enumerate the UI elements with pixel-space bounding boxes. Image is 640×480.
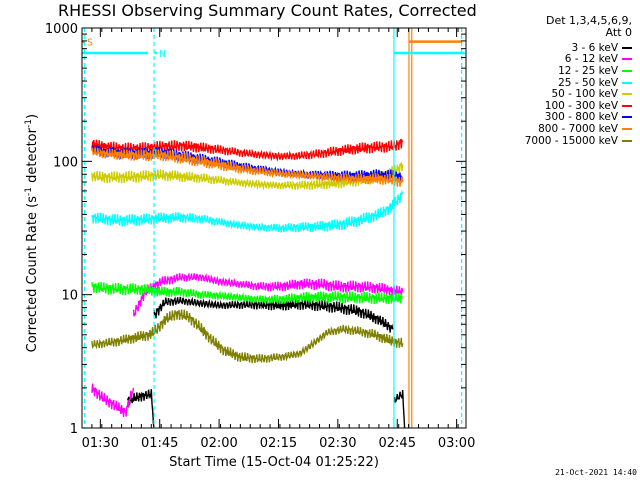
- y-axis-label-sup-2: -1: [23, 119, 34, 129]
- x-tick-label-2: 02:00: [200, 436, 237, 451]
- x-tick-label-4: 02:30: [319, 436, 356, 451]
- legend-label: 100 - 300 keV: [544, 99, 618, 112]
- series-line-0-2: [393, 389, 406, 429]
- legend-label: 12 - 25 keV: [558, 64, 618, 77]
- legend: 3 - 6 keV 6 - 12 keV 12 - 25 keV 25 - 50 ke…: [480, 42, 632, 147]
- x-tick-label-5: 02:45: [379, 436, 416, 451]
- y-axis-label-end: ): [25, 113, 41, 120]
- series-line-0-0: [126, 389, 155, 429]
- legend-item: 100 - 300 keV: [480, 100, 632, 112]
- legend-item: 800 - 7000 keV: [480, 123, 632, 135]
- legend-swatch: [622, 81, 632, 84]
- x-tick-label-3: 02:15: [260, 436, 297, 451]
- legend-item: 50 - 100 keV: [480, 88, 632, 100]
- legend-label: 25 - 50 keV: [558, 76, 618, 89]
- legend-label: 3 - 6 keV: [571, 41, 618, 54]
- legend-swatch: [622, 93, 632, 96]
- legend-swatch: [622, 104, 632, 107]
- x-tick-label-1: 01:45: [141, 436, 178, 451]
- flag-marker-N: N: [159, 49, 165, 60]
- legend-item: 25 - 50 keV: [480, 77, 632, 89]
- legend-label: 300 - 800 keV: [544, 111, 618, 124]
- legend-item: 6 - 12 keV: [480, 53, 632, 66]
- y-axis-label: Corrected Count Rate (s-1 detector-1): [24, 113, 40, 353]
- series-line-2-0: [91, 281, 403, 305]
- series-line-5-0: [91, 138, 404, 162]
- legend-label: 7000 - 15000 keV: [524, 134, 618, 147]
- series-line-7-0: [91, 147, 404, 187]
- legend-label: 6 - 12 keV: [564, 53, 618, 66]
- series-line-3-0: [91, 189, 404, 233]
- y-tick-label-0: 1: [70, 422, 78, 437]
- y-tick-label-2: 100: [53, 155, 78, 170]
- legend-header-detectors: Det 1,3,4,5,6,9,: [545, 14, 632, 27]
- legend-swatch: [622, 46, 632, 49]
- legend-label: 50 - 100 keV: [551, 88, 618, 101]
- legend-item: 300 - 800 keV: [480, 111, 632, 124]
- legend-header-attenuator: Att 0: [605, 26, 632, 39]
- legend-item: 12 - 25 keV: [480, 65, 632, 77]
- legend-swatch: [622, 58, 632, 61]
- legend-swatch: [622, 69, 632, 72]
- legend-label: 800 - 7000 keV: [538, 122, 618, 135]
- y-axis-label-sup-1: -1: [23, 187, 34, 197]
- x-axis-label: Start Time (15-Oct-04 01:25:22): [169, 455, 379, 470]
- series-line-1-1: [132, 272, 404, 317]
- series-line-1-0: [91, 383, 135, 417]
- y-axis-label-mid: detector: [25, 128, 41, 188]
- legend-item: 3 - 6 keV: [480, 42, 632, 54]
- chart-title: RHESSI Observing Summary Count Rates, Co…: [58, 1, 477, 20]
- plot-frame: [81, 27, 467, 429]
- y-axis-label-text: Corrected Count Rate (s: [25, 196, 41, 353]
- y-tick-label-1: 10: [61, 289, 78, 304]
- legend-swatch: [622, 116, 632, 119]
- timestamp: 21-Oct-2021 14:40: [555, 468, 637, 477]
- legend-swatch: [622, 127, 632, 130]
- flag-marker-S: S: [87, 38, 93, 49]
- y-tick-label-3: 1000: [45, 22, 78, 37]
- x-tick-label-0: 01:30: [82, 436, 119, 451]
- legend-item: 7000 - 15000 keV: [480, 135, 632, 147]
- legend-swatch: [622, 139, 632, 142]
- x-tick-label-6: 03:00: [438, 436, 475, 451]
- series-line-8-0: [91, 309, 404, 364]
